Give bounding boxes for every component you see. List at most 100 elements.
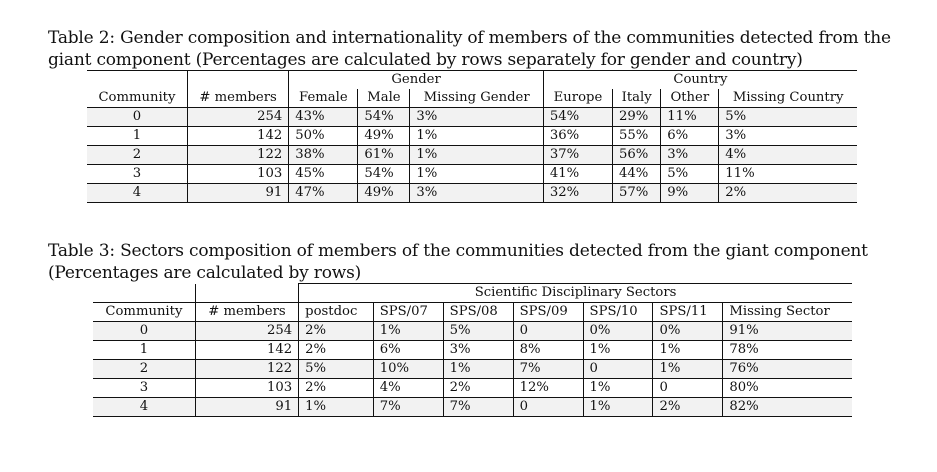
cell-female: 50% — [288, 126, 359, 146]
cell-other: 6% — [660, 126, 720, 146]
cell-sps08: 5% — [443, 321, 514, 341]
cell-postdoc: 1% — [298, 397, 374, 417]
cell-members: 142 — [187, 126, 290, 146]
cell-other: 3% — [660, 145, 720, 165]
cell-sps09: 0 — [513, 321, 584, 341]
cell-sps10: 1% — [583, 397, 654, 417]
cell-italy: 56% — [612, 145, 662, 165]
cell-community: 2 — [87, 145, 188, 165]
cell-community: 1 — [93, 340, 196, 360]
cell-male: 49% — [357, 126, 411, 146]
cell-missing-gender: 1% — [409, 145, 544, 165]
cell-community: 1 — [87, 126, 188, 146]
cell-europe: 54% — [543, 107, 614, 127]
cell-community: 4 — [87, 183, 188, 203]
table-row: 0 254 2% 1% 5% 0 0% 0% 91% — [93, 321, 852, 341]
cell-missing-country: 11% — [718, 164, 857, 184]
cell-community: 2 — [93, 359, 196, 379]
cell-sps09: 12% — [513, 378, 584, 398]
cell-missing-sector: 82% — [722, 397, 852, 417]
cell-missing-country: 3% — [718, 126, 857, 146]
header-spacer — [195, 283, 300, 303]
cell-sps08: 7% — [443, 397, 514, 417]
column-header: Missing Gender — [409, 89, 544, 108]
cell-male: 61% — [357, 145, 411, 165]
cell-italy: 44% — [612, 164, 662, 184]
column-header: postdoc — [298, 302, 374, 322]
group-header-country: Country — [543, 70, 857, 89]
cell-sps09: 7% — [513, 359, 584, 379]
column-header: SPS/11 — [652, 302, 724, 322]
cell-missing-sector: 80% — [722, 378, 852, 398]
group-header-sectors: Scientific Disciplinary Sectors — [298, 283, 852, 303]
cell-missing-gender: 3% — [409, 107, 544, 127]
cell-italy: 57% — [612, 183, 662, 203]
cell-other: 9% — [660, 183, 720, 203]
cell-missing-gender: 1% — [409, 126, 544, 146]
cell-missing-country: 2% — [718, 183, 857, 203]
cell-community: 0 — [87, 107, 188, 127]
cell-members: 91 — [195, 397, 300, 417]
cell-sps11: 1% — [652, 340, 724, 360]
cell-other: 11% — [660, 107, 720, 127]
group-header-gender: Gender — [288, 70, 544, 89]
column-header: Community — [87, 89, 188, 108]
column-header: Italy — [612, 89, 662, 108]
column-header: Community — [93, 302, 196, 322]
cell-missing-sector: 78% — [722, 340, 852, 360]
table-3-caption: Table 3: Sectors composition of members … — [48, 241, 868, 283]
cell-members: 142 — [195, 340, 300, 360]
cell-male: 54% — [357, 107, 411, 127]
cell-community: 0 — [93, 321, 196, 341]
cell-community: 3 — [87, 164, 188, 184]
cell-sps10: 0% — [583, 321, 654, 341]
cell-female: 47% — [288, 183, 359, 203]
cell-europe: 41% — [543, 164, 614, 184]
header-spacer — [187, 70, 290, 89]
cell-italy: 29% — [612, 107, 662, 127]
cell-missing-gender: 1% — [409, 164, 544, 184]
column-header: SPS/09 — [513, 302, 584, 322]
cell-female: 45% — [288, 164, 359, 184]
cell-sps10: 1% — [583, 378, 654, 398]
table-row: 3 103 2% 4% 2% 12% 1% 0 80% — [93, 378, 852, 398]
cell-europe: 32% — [543, 183, 614, 203]
cell-missing-country: 5% — [718, 107, 857, 127]
cell-members: 254 — [195, 321, 300, 341]
cell-male: 54% — [357, 164, 411, 184]
table-row: 3 103 45% 54% 1% 41% 44% 5% 11% — [87, 164, 857, 184]
cell-community: 3 — [93, 378, 196, 398]
cell-sps11: 2% — [652, 397, 724, 417]
column-header: # members — [195, 302, 300, 322]
cell-male: 49% — [357, 183, 411, 203]
cell-postdoc: 2% — [298, 321, 374, 341]
table-row: 1 142 50% 49% 1% 36% 55% 6% 3% — [87, 126, 857, 146]
cell-missing-sector: 76% — [722, 359, 852, 379]
header-spacer — [87, 70, 188, 89]
table-2: Gender Country Community # members Femal… — [87, 70, 857, 203]
column-header: Female — [288, 89, 359, 108]
table-row: 4 91 1% 7% 7% 0 1% 2% 82% — [93, 397, 852, 417]
cell-members: 103 — [195, 378, 300, 398]
cell-europe: 36% — [543, 126, 614, 146]
cell-community: 4 — [93, 397, 196, 417]
cell-italy: 55% — [612, 126, 662, 146]
cell-members: 91 — [187, 183, 290, 203]
cell-postdoc: 5% — [298, 359, 374, 379]
column-header: Male — [357, 89, 411, 108]
cell-sps10: 0 — [583, 359, 654, 379]
cell-postdoc: 2% — [298, 340, 374, 360]
cell-missing-gender: 3% — [409, 183, 544, 203]
column-header: # members — [187, 89, 290, 108]
table-row: 4 91 47% 49% 3% 32% 57% 9% 2% — [87, 183, 857, 203]
column-header: SPS/07 — [373, 302, 444, 322]
cell-other: 5% — [660, 164, 720, 184]
cell-sps07: 7% — [373, 397, 444, 417]
cell-europe: 37% — [543, 145, 614, 165]
table-row: 2 122 38% 61% 1% 37% 56% 3% 4% — [87, 145, 857, 165]
column-header: Europe — [543, 89, 614, 108]
column-header: Other — [660, 89, 720, 108]
cell-sps11: 1% — [652, 359, 724, 379]
cell-sps07: 1% — [373, 321, 444, 341]
table-3: Scientific Disciplinary Sectors Communit… — [93, 283, 852, 417]
